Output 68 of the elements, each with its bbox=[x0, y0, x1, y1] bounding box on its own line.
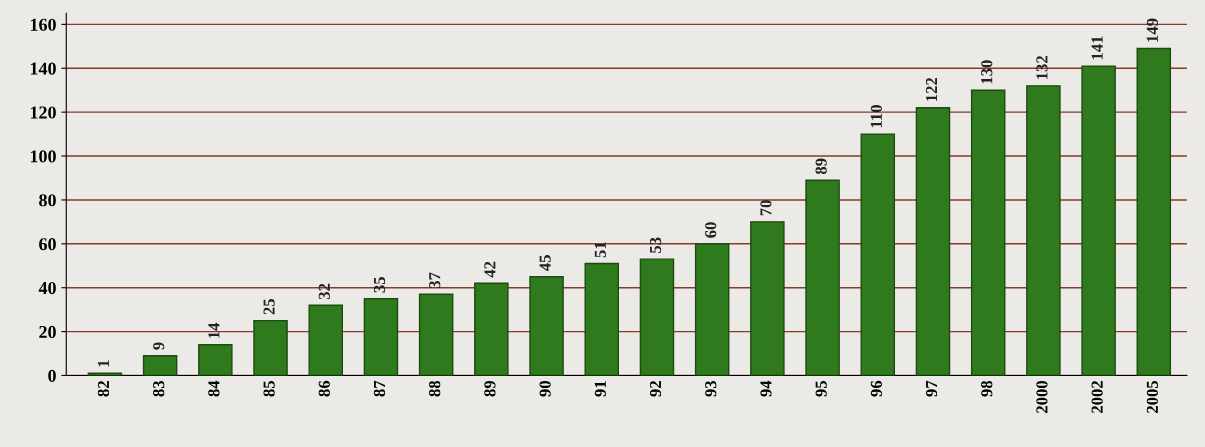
bar bbox=[418, 293, 454, 376]
bar bbox=[970, 89, 1006, 376]
data-label: 14 bbox=[208, 322, 220, 338]
x-tick-label: 96 bbox=[870, 380, 882, 397]
data-label: 53 bbox=[649, 237, 662, 253]
x-tick-label: 93 bbox=[705, 380, 717, 397]
data-label: 51 bbox=[594, 242, 606, 258]
data-label: 122 bbox=[925, 77, 937, 101]
x-tick-label: 90 bbox=[539, 380, 551, 397]
bar bbox=[584, 262, 620, 376]
y-tick-label: 40 bbox=[38, 281, 56, 295]
bar bbox=[253, 319, 288, 376]
y-tick-label: 100 bbox=[30, 150, 56, 163]
data-label: 25 bbox=[263, 299, 275, 315]
bar bbox=[860, 133, 896, 376]
x-tick-label: 91 bbox=[594, 381, 606, 397]
y-tick-label: 140 bbox=[30, 62, 56, 75]
data-label: 1 bbox=[97, 360, 109, 367]
x-tick-label: 94 bbox=[760, 380, 772, 397]
y-tick-label: 160 bbox=[30, 18, 56, 31]
bar bbox=[639, 258, 675, 376]
x-tick-label: 2000 bbox=[1036, 380, 1048, 413]
data-label: 32 bbox=[318, 283, 330, 300]
y-tick-label: 20 bbox=[39, 325, 56, 339]
data-label: 42 bbox=[484, 261, 496, 278]
bar bbox=[1136, 47, 1172, 376]
x-tick-label: 85 bbox=[263, 380, 275, 397]
data-label: 37 bbox=[429, 272, 441, 289]
bar bbox=[198, 344, 233, 376]
x-tick-label: 87 bbox=[373, 380, 386, 397]
x-tick-label: 2005 bbox=[1146, 380, 1158, 413]
x-tick-label: 89 bbox=[484, 380, 496, 397]
data-label: 35 bbox=[373, 277, 386, 293]
x-tick-label: 84 bbox=[208, 380, 220, 397]
y-tick-label: 60 bbox=[39, 238, 56, 251]
y-tick-label: 120 bbox=[30, 106, 56, 119]
bar bbox=[474, 282, 509, 376]
data-label: 130 bbox=[981, 60, 993, 84]
data-label: 45 bbox=[539, 255, 551, 271]
bar bbox=[142, 355, 178, 376]
data-label: 89 bbox=[815, 158, 827, 175]
data-label: 110 bbox=[870, 105, 882, 128]
y-tick-label: 80 bbox=[39, 194, 56, 207]
x-tick-label: 95 bbox=[815, 380, 827, 397]
bar bbox=[529, 276, 564, 376]
x-tick-label: 83 bbox=[153, 380, 165, 397]
bar bbox=[805, 179, 840, 376]
data-label: 149 bbox=[1146, 18, 1158, 42]
data-label: 132 bbox=[1036, 55, 1048, 79]
bar bbox=[1026, 85, 1061, 376]
bar bbox=[750, 221, 785, 376]
x-tick-label: 82 bbox=[97, 381, 110, 397]
bar bbox=[363, 297, 399, 376]
data-label: 141 bbox=[1091, 36, 1103, 60]
data-label: 60 bbox=[705, 222, 717, 238]
data-label: 9 bbox=[153, 342, 165, 350]
x-tick-label: 88 bbox=[429, 380, 441, 397]
x-tick-label: 86 bbox=[318, 380, 330, 397]
x-tick-label: 98 bbox=[981, 380, 993, 397]
x-tick-label: 2002 bbox=[1091, 381, 1103, 413]
bar bbox=[915, 107, 951, 376]
bar bbox=[694, 243, 730, 376]
data-label: 70 bbox=[760, 200, 772, 216]
y-tick-label: 0 bbox=[48, 369, 56, 382]
bar bbox=[308, 304, 343, 376]
x-tick-label: 97 bbox=[925, 380, 938, 397]
bar bbox=[1081, 65, 1116, 376]
x-tick-label: 92 bbox=[649, 381, 662, 397]
